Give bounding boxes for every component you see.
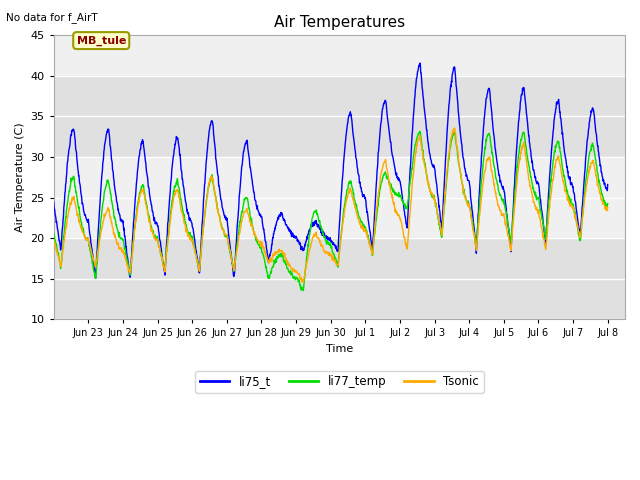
Bar — [54, 76, 625, 157]
X-axis label: Time: Time — [326, 344, 353, 354]
Text: MB_tule: MB_tule — [77, 36, 126, 46]
Text: No data for f_AirT: No data for f_AirT — [6, 12, 98, 23]
Title: Air Temperatures: Air Temperatures — [274, 15, 405, 30]
Y-axis label: Air Temperature (C): Air Temperature (C) — [15, 122, 25, 232]
Bar — [54, 238, 625, 319]
Legend: li75_t, li77_temp, Tsonic: li75_t, li77_temp, Tsonic — [195, 371, 484, 393]
